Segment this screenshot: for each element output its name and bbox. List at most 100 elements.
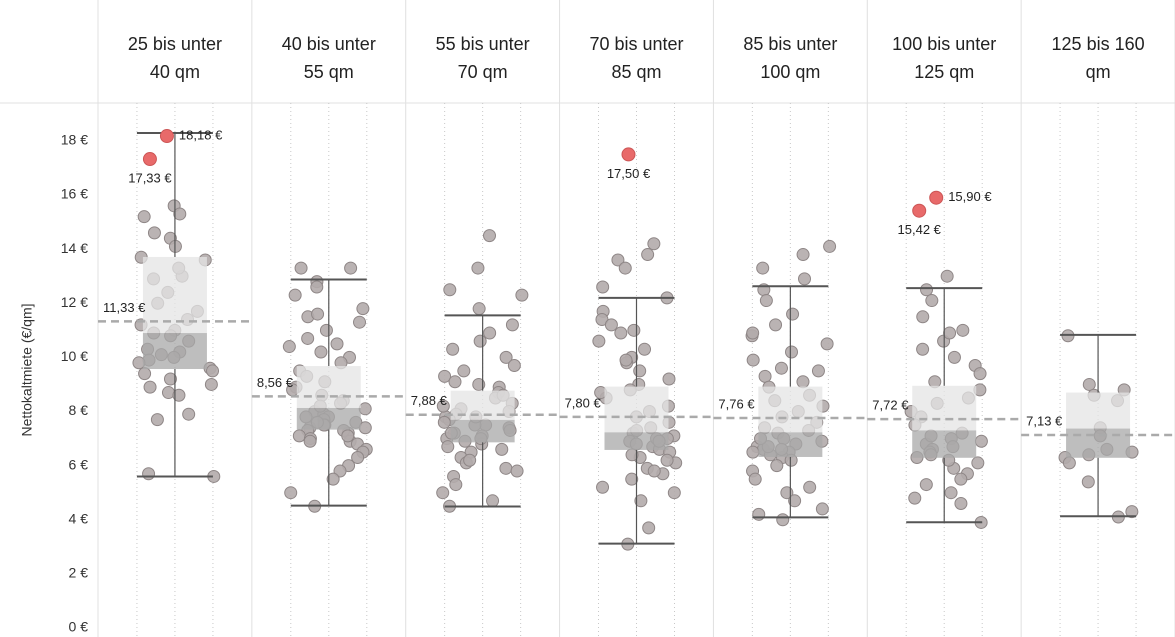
data-point bbox=[515, 288, 529, 302]
data-point bbox=[138, 367, 152, 381]
data-point bbox=[292, 429, 306, 443]
box-lower bbox=[758, 432, 823, 457]
data-point bbox=[642, 521, 656, 535]
data-point bbox=[204, 377, 218, 391]
category-header: 100 bis unter 125 qm bbox=[892, 34, 996, 82]
data-point bbox=[173, 207, 187, 221]
mean-label: 8,56 € bbox=[257, 375, 294, 390]
y-tick-label: 12 € bbox=[61, 294, 88, 310]
data-point bbox=[638, 342, 652, 356]
outlier-point bbox=[159, 129, 174, 144]
box-upper bbox=[296, 366, 361, 408]
data-point bbox=[746, 445, 760, 459]
data-point bbox=[356, 302, 370, 316]
data-point bbox=[437, 415, 451, 429]
y-tick-label: 18 € bbox=[61, 132, 88, 148]
data-point bbox=[956, 323, 970, 337]
data-point bbox=[758, 369, 772, 383]
data-point bbox=[438, 369, 452, 383]
data-point bbox=[820, 337, 834, 351]
data-point bbox=[611, 253, 625, 267]
data-point bbox=[786, 307, 800, 321]
data-point bbox=[446, 342, 460, 356]
category-header: 25 bis unter 40 qm bbox=[128, 34, 222, 82]
outlier-label: 17,33 € bbox=[128, 170, 172, 185]
data-point bbox=[776, 513, 790, 527]
data-point bbox=[1082, 377, 1096, 391]
data-point bbox=[798, 272, 812, 286]
data-point bbox=[908, 491, 922, 505]
mean-label: 7,76 € bbox=[718, 396, 755, 411]
y-tick-label: 6 € bbox=[69, 456, 89, 472]
data-point bbox=[463, 453, 477, 467]
data-point bbox=[314, 345, 328, 359]
data-point bbox=[507, 359, 521, 372]
outlier-label: 18,18 € bbox=[179, 127, 223, 142]
data-point bbox=[920, 283, 934, 297]
y-tick-label: 16 € bbox=[61, 186, 88, 202]
data-point bbox=[796, 375, 810, 389]
data-point bbox=[916, 310, 930, 324]
y-tick-label: 0 € bbox=[69, 619, 89, 635]
data-point bbox=[206, 364, 220, 378]
box-lower bbox=[450, 419, 515, 443]
mean-label: 7,88 € bbox=[411, 393, 448, 408]
data-point bbox=[288, 288, 302, 302]
data-point bbox=[303, 434, 317, 448]
box-lower bbox=[296, 407, 361, 430]
data-point bbox=[785, 345, 799, 359]
data-point bbox=[954, 472, 968, 486]
data-point bbox=[163, 372, 177, 386]
data-point bbox=[1062, 456, 1076, 470]
box-upper bbox=[758, 386, 823, 433]
data-point bbox=[310, 280, 324, 294]
data-point bbox=[769, 318, 783, 332]
data-point bbox=[472, 302, 486, 316]
category-header: 40 bis unter 55 qm bbox=[282, 34, 376, 82]
data-point bbox=[619, 353, 633, 367]
data-point bbox=[944, 486, 958, 500]
y-tick-label: 14 € bbox=[61, 240, 88, 256]
y-tick-label: 2 € bbox=[69, 565, 89, 581]
y-tick-label: 4 € bbox=[69, 510, 89, 526]
data-point bbox=[940, 269, 954, 283]
data-point bbox=[796, 248, 810, 262]
data-point bbox=[667, 486, 681, 500]
data-point bbox=[330, 337, 344, 351]
category-header: 85 bis unter 100 qm bbox=[743, 34, 837, 82]
data-point bbox=[916, 342, 930, 356]
data-point bbox=[596, 480, 610, 494]
data-point bbox=[660, 453, 674, 467]
data-point bbox=[746, 326, 760, 340]
data-point bbox=[770, 459, 784, 473]
data-point bbox=[137, 210, 151, 224]
data-point bbox=[486, 494, 500, 508]
data-point bbox=[358, 402, 372, 416]
data-point bbox=[919, 478, 933, 492]
outlier-label: 17,50 € bbox=[607, 166, 651, 181]
box-lower bbox=[912, 430, 977, 458]
data-point bbox=[592, 334, 606, 348]
data-point bbox=[604, 318, 618, 332]
data-point bbox=[448, 375, 462, 389]
mean-label: 7,80 € bbox=[565, 395, 602, 410]
box-lower bbox=[604, 432, 669, 450]
data-point bbox=[815, 502, 829, 516]
data-point bbox=[505, 318, 519, 332]
data-point bbox=[973, 367, 987, 381]
data-point bbox=[1081, 475, 1095, 489]
data-point bbox=[510, 464, 524, 478]
data-point bbox=[788, 494, 802, 508]
data-point bbox=[294, 261, 308, 275]
data-point bbox=[449, 478, 463, 492]
box-upper bbox=[604, 386, 669, 433]
data-point bbox=[341, 429, 355, 443]
data-point bbox=[436, 399, 450, 413]
outlier-point bbox=[621, 147, 636, 162]
data-point bbox=[483, 326, 497, 340]
data-point bbox=[596, 280, 610, 294]
y-tick-label: 8 € bbox=[69, 402, 89, 418]
mean-label: 7,72 € bbox=[872, 398, 909, 413]
data-point bbox=[483, 229, 497, 243]
data-point bbox=[943, 326, 957, 340]
